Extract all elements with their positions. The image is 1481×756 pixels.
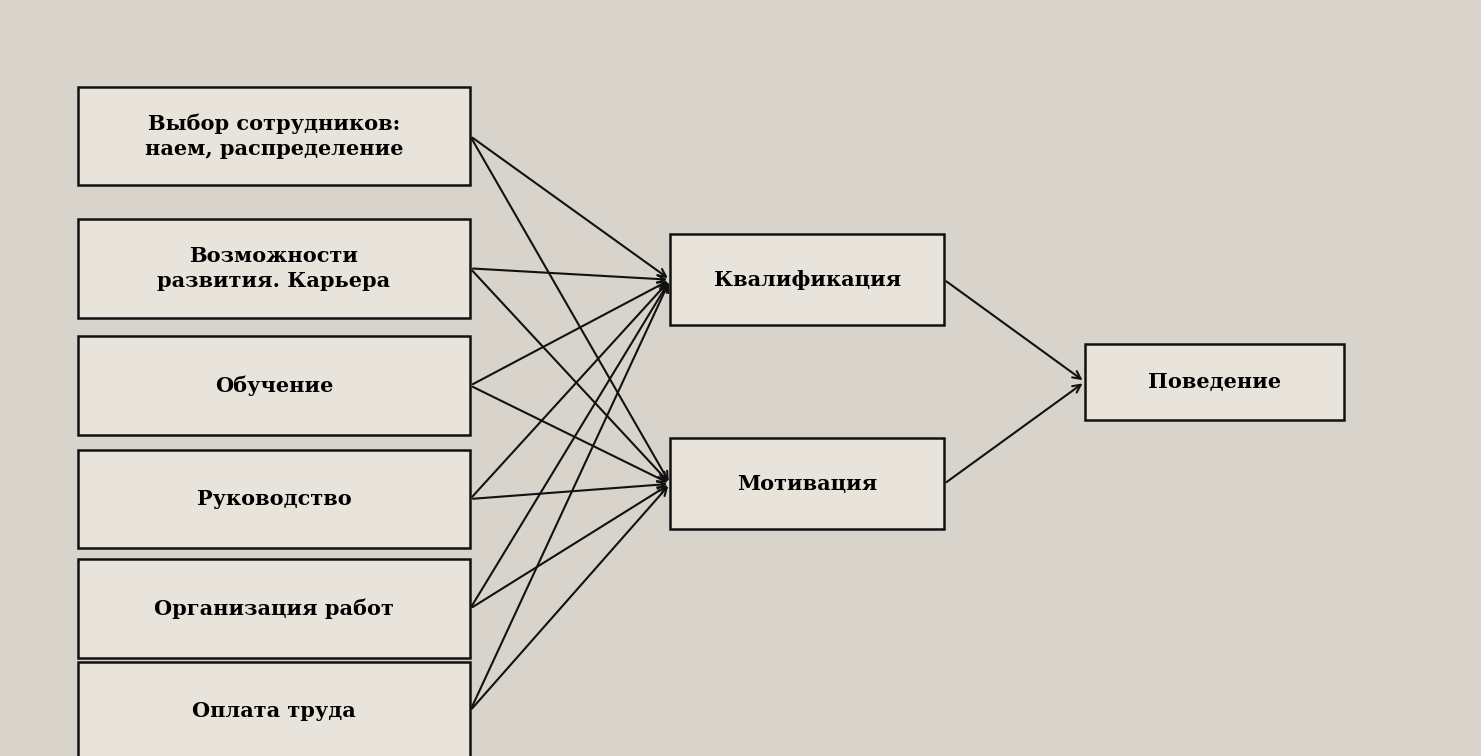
Bar (77, 559, 471, 658)
Text: Мотивация: Мотивация (738, 474, 877, 494)
Text: Организация работ: Организация работ (154, 598, 394, 619)
Bar (669, 234, 945, 325)
Bar (77, 219, 471, 318)
Bar (77, 87, 471, 185)
Text: Оплата труда: Оплата труда (193, 701, 355, 720)
Text: Поведение: Поведение (1148, 372, 1281, 392)
Bar (669, 438, 945, 529)
Bar (77, 662, 471, 756)
Text: Квалификация: Квалификация (714, 270, 900, 290)
Text: Возможности
развития. Карьера: Возможности развития. Карьера (157, 246, 391, 291)
Bar (77, 336, 471, 435)
Text: Руководство: Руководство (197, 489, 351, 509)
Text: Обучение: Обучение (215, 375, 333, 396)
Bar (1084, 344, 1343, 420)
Bar (77, 450, 471, 548)
Text: Выбор сотрудников:
наем, распределение: Выбор сотрудников: наем, распределение (145, 113, 403, 159)
